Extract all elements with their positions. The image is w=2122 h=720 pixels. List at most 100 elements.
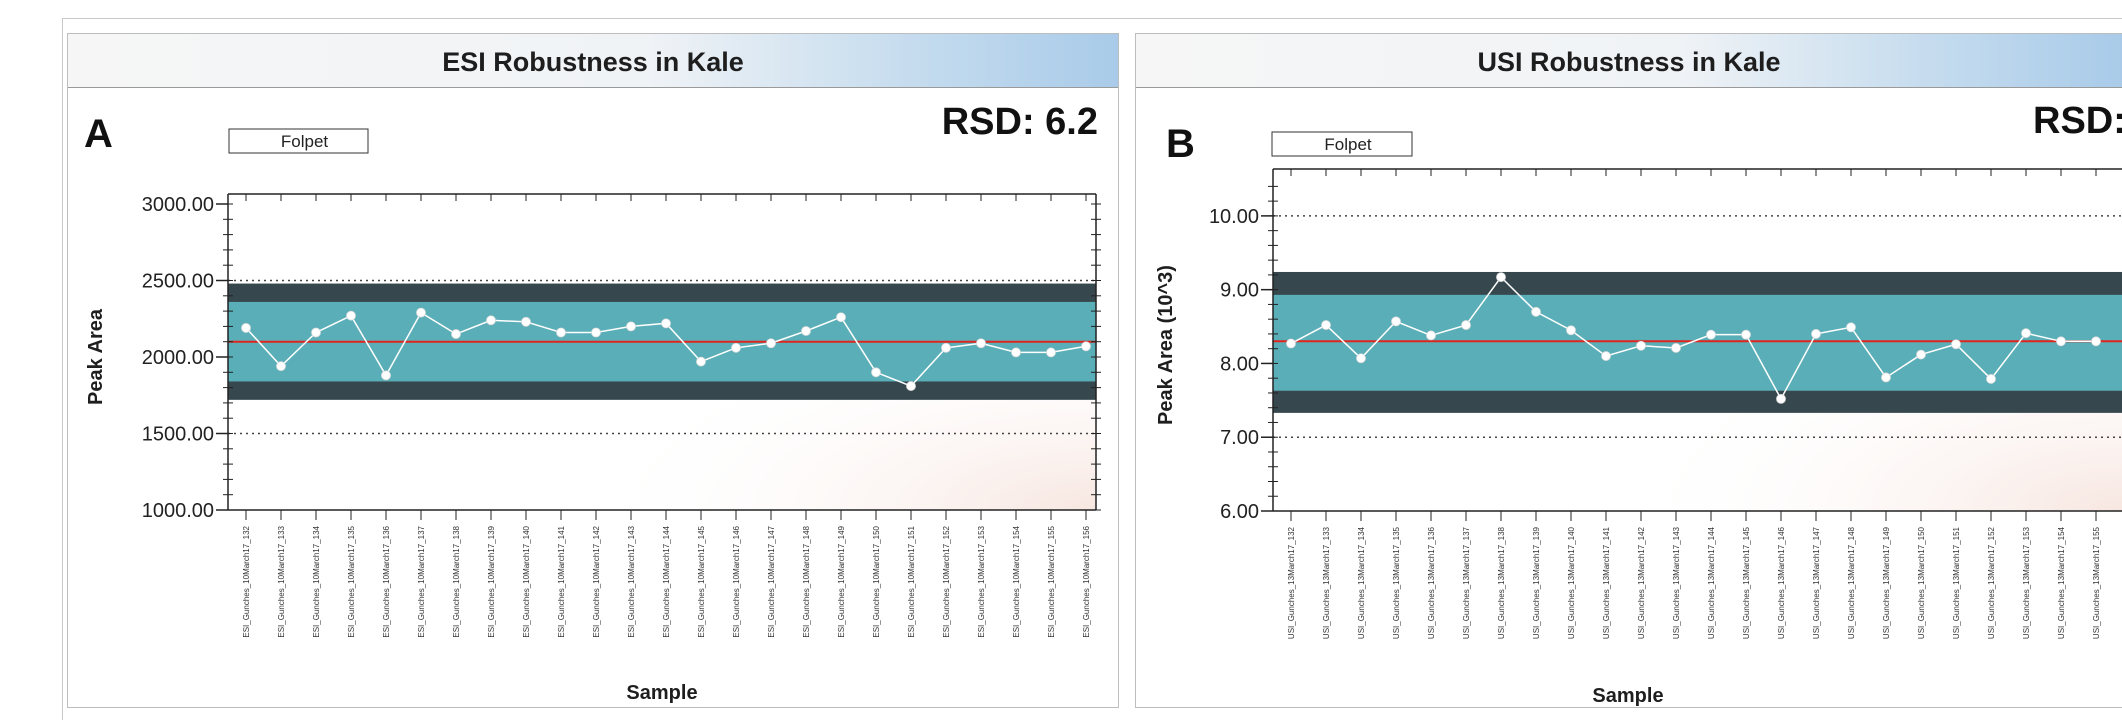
x-tick-label: USI_Gunches_13March17_144 <box>1707 526 1716 639</box>
x-tick-label: USI_Gunches_13March17_145 <box>1742 526 1751 639</box>
legend-label: Folpet <box>281 132 329 151</box>
x-tick-label: USI_Gunches_13March17_146 <box>1777 526 1786 639</box>
x-tick-label: ESI_Gunches_10March17_155 <box>1047 525 1056 637</box>
x-tick-label: USI_Gunches_13March17_139 <box>1532 526 1541 639</box>
data-point <box>1916 349 1926 360</box>
data-point <box>1046 347 1056 358</box>
chart-title: USI Robustness in Kale <box>1477 47 1781 77</box>
data-point <box>1426 330 1436 341</box>
data-point <box>1391 316 1401 327</box>
data-point <box>696 356 706 367</box>
x-tick-label: USI_Gunches_13March17_134 <box>1357 526 1366 639</box>
x-tick-label: ESI_Gunches_10March17_151 <box>907 525 916 637</box>
x-tick-label: ESI_Gunches_10March17_143 <box>627 525 636 637</box>
data-point <box>871 367 881 378</box>
data-point <box>1986 374 1996 384</box>
x-tick-label: USI_Gunches_13March17_133 <box>1322 526 1331 639</box>
y-tick-label: 8.00 <box>1220 353 1259 375</box>
x-tick-label: ESI_Gunches_10March17_147 <box>767 525 776 637</box>
chart-header: USI Robustness in Kale <box>1136 34 2122 88</box>
x-tick-label: ESI_Gunches_10March17_132 <box>242 525 251 637</box>
x-tick-label: USI_Gunches_13March17_152 <box>1987 526 1996 639</box>
chart-panel-esi: ESI Robustness in Kale 1000.00 1500.00 200… <box>67 33 1119 708</box>
x-axis-label: Sample <box>626 682 697 704</box>
data-point <box>591 327 601 338</box>
x-tick-label: ESI_Gunches_10March17_136 <box>382 525 391 637</box>
rsd-label: RSD: 6.2 <box>942 101 1098 143</box>
data-point <box>976 338 986 349</box>
x-tick-label: USI_Gunches_13March17_132 <box>1287 526 1296 639</box>
x-tick-label: ESI_Gunches_10March17_145 <box>697 525 706 637</box>
data-point <box>1881 372 1891 383</box>
x-tick-label: USI_Gunches_13March17_135 <box>1392 526 1401 639</box>
x-tick-label: ESI_Gunches_10March17_153 <box>977 525 986 637</box>
y-axis-label: Peak Area <box>85 308 107 405</box>
y-tick-label: 1500.00 <box>142 424 214 446</box>
x-tick-label: USI_Gunches_13March17_151 <box>1952 526 1961 639</box>
x-tick-label: USI_Gunches_13March17_141 <box>1602 526 1611 639</box>
data-point <box>521 316 531 327</box>
data-point <box>1566 325 1576 336</box>
chart-title: ESI Robustness in Kale <box>442 47 744 77</box>
data-point <box>1846 322 1856 333</box>
data-point <box>661 318 671 329</box>
x-tick-label: ESI_Gunches_10March17_142 <box>592 525 601 637</box>
x-tick-label: USI_Gunches_13March17_140 <box>1567 526 1576 639</box>
panel-letter: A <box>84 112 113 156</box>
data-point <box>556 327 566 338</box>
x-tick-label: ESI_Gunches_10March17_150 <box>872 525 881 637</box>
x-tick-label: USI_Gunches_13March17_147 <box>1812 526 1821 639</box>
x-tick-label: USI_Gunches_13March17_150 <box>1917 526 1926 639</box>
y-tick-label: 3000.00 <box>142 194 214 216</box>
x-tick-label: USI_Gunches_13March17_154 <box>2057 526 2066 639</box>
data-point <box>451 329 461 339</box>
x-tick-label: ESI_Gunches_10March17_138 <box>452 525 461 637</box>
legend-label: Folpet <box>1324 135 1372 154</box>
x-tick-label: USI_Gunches_13March17_137 <box>1462 526 1471 639</box>
x-tick-label: ESI_Gunches_10March17_140 <box>522 525 531 637</box>
data-point <box>626 321 636 332</box>
x-tick-label: USI_Gunches_13March17_149 <box>1882 526 1891 639</box>
data-point <box>416 307 426 318</box>
x-tick-label: USI_Gunches_13March17_136 <box>1427 526 1436 639</box>
x-tick-label: ESI_Gunches_10March17_139 <box>487 525 496 637</box>
chart-panel-usi: USI Robustness in Kale 6.00 7.00 8.00 9.00 1… <box>1135 33 2122 708</box>
y-tick-label: 6.00 <box>1220 501 1259 523</box>
x-tick-label: ESI_Gunches_10March17_154 <box>1012 525 1021 637</box>
y-tick-label: 9.00 <box>1220 280 1259 302</box>
data-point <box>1081 341 1091 352</box>
data-point <box>486 315 496 326</box>
data-point <box>1741 329 1751 340</box>
data-point <box>346 310 356 321</box>
y-axis-label: Peak Area (10^3) <box>1155 265 1177 425</box>
x-tick-label: ESI_Gunches_10March17_148 <box>802 525 811 637</box>
x-tick-label: ESI_Gunches_10March17_149 <box>837 525 846 637</box>
data-point <box>801 326 811 336</box>
x-tick-label: USI_Gunches_13March17_153 <box>2022 526 2031 639</box>
y-tick-label: 2500.00 <box>142 271 214 293</box>
data-point <box>1636 340 1646 351</box>
chart-svg-usi: 6.00 7.00 8.00 9.00 10.00 USI_Gunches_13March… <box>1155 100 2122 707</box>
data-point <box>1951 339 1961 350</box>
data-point <box>1321 320 1331 330</box>
panel-letter: B <box>1166 122 1195 166</box>
data-point <box>311 327 321 338</box>
data-point <box>731 342 741 353</box>
x-tick-label: ESI_Gunches_10March17_141 <box>557 525 566 637</box>
data-point <box>836 312 846 323</box>
data-point <box>1011 347 1021 358</box>
x-tick-label: USI_Gunches_13March17_138 <box>1497 526 1506 639</box>
data-point <box>1496 272 1506 283</box>
data-point <box>276 361 286 372</box>
x-tick-label: USI_Gunches_13March17_143 <box>1672 526 1681 639</box>
data-point <box>1286 338 1296 349</box>
chart-header: ESI Robustness in Kale <box>68 34 1118 88</box>
data-point <box>1531 306 1541 317</box>
data-point <box>1706 329 1716 340</box>
data-point <box>1671 343 1681 353</box>
data-point <box>241 323 251 333</box>
data-point <box>941 342 951 353</box>
x-tick-label: ESI_Gunches_10March17_134 <box>312 525 321 637</box>
y-tick-label: 10.00 <box>1209 206 1259 228</box>
x-tick-label: USI_Gunches_13March17_148 <box>1847 526 1856 639</box>
